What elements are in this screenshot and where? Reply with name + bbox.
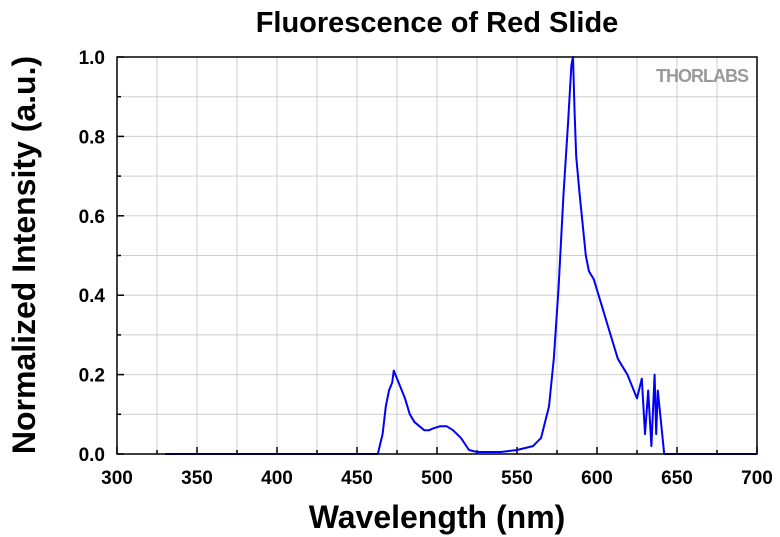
x-tick-label: 400 [261,468,293,489]
series-layer [165,56,757,455]
y-tick-label: 0.0 [79,445,105,466]
x-tick-label: 350 [181,468,213,489]
x-tick-label: 450 [341,468,373,489]
thorlabs-logo: THORLABS [656,66,749,86]
chart-title: Fluorescence of Red Slide [256,7,619,39]
y-tick-label: 0.2 [79,366,105,387]
x-tick-label: 650 [661,468,693,489]
x-tick-label: 700 [741,468,773,489]
x-tick-label: 550 [501,468,533,489]
x-tick-label: 300 [101,468,133,489]
y-tick-label: 0.8 [79,127,105,148]
x-tick-label: 500 [421,468,453,489]
y-tick-label: 0.4 [79,286,106,307]
x-tick-label: 600 [581,468,613,489]
y-axis-label: Normalized Intensity (a.u.) [6,56,42,454]
y-tick-label: 0.6 [79,207,105,228]
tick-labels: 300 350 400 450 500 550 600 650 700 0.0 0.2 0.4 0.6 0… [79,48,773,489]
gridlines [117,56,757,454]
x-axis-label: Wavelength (nm) [309,499,566,535]
y-tick-label: 1.0 [79,48,105,69]
plot-frame [116,56,758,455]
series-line-0 [165,56,757,455]
